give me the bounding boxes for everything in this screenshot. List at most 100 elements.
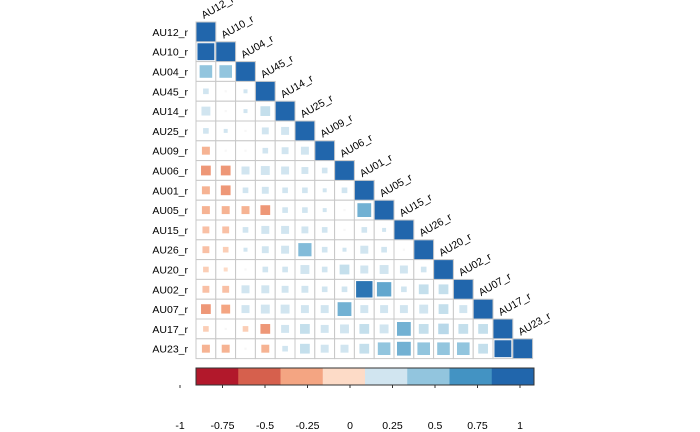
- correlation-square: [356, 281, 373, 298]
- correlation-square: [199, 65, 213, 78]
- correlation-square: [394, 220, 414, 240]
- correlation-square: [202, 285, 210, 293]
- correlation-square: [281, 285, 289, 293]
- correlation-square: [397, 341, 411, 356]
- correlation-square: [201, 344, 210, 353]
- colorbar-segment: [322, 368, 366, 385]
- correlation-square: [315, 141, 335, 161]
- correlation-square: [417, 342, 430, 355]
- correlation-square: [478, 343, 488, 354]
- column-label: AU06_r: [338, 132, 375, 160]
- correlation-square: [459, 305, 468, 314]
- correlation-square: [401, 286, 407, 293]
- row-label: AU05_r: [152, 205, 188, 217]
- correlation-square: [260, 205, 271, 215]
- correlation-square: [322, 188, 327, 193]
- correlation-square: [418, 324, 429, 334]
- row-label: AU23_r: [152, 344, 188, 356]
- correlation-square: [302, 207, 308, 213]
- correlation-square: [223, 128, 228, 133]
- correlation-square: [419, 304, 429, 314]
- correlation-square: [261, 344, 270, 353]
- colorbar-tick-labels: -1 -0.75 -0.5 -0.25 0 0.25 0.5 0.75 1: [175, 385, 523, 432]
- correlation-square: [201, 304, 211, 314]
- correlation-square: [222, 226, 230, 234]
- row-label: AU25_r: [152, 126, 188, 138]
- correlation-square: [343, 209, 346, 212]
- colorbar-tick-label: 0.75: [467, 420, 488, 432]
- correlation-square: [221, 304, 231, 314]
- correlation-square: [321, 266, 328, 273]
- correlation-square: [241, 305, 250, 314]
- column-label: AU10_r: [219, 13, 256, 41]
- correlation-square: [219, 65, 232, 78]
- correlation-square: [223, 267, 228, 272]
- correlation-square: [376, 282, 392, 297]
- correlation-square: [243, 89, 248, 94]
- correlation-square: [222, 285, 230, 293]
- correlation-square: [359, 324, 370, 334]
- correlation-square: [340, 344, 349, 353]
- row-label: AU20_r: [152, 265, 188, 277]
- colorbar-tick-label: 0.5: [428, 420, 443, 432]
- row-label: AU15_r: [152, 225, 188, 237]
- correlation-square: [202, 246, 210, 254]
- correlation-square: [418, 284, 429, 295]
- correlation-square: [203, 326, 209, 332]
- column-label: AU20_r: [437, 231, 474, 259]
- correlation-square: [438, 323, 449, 335]
- correlation-square: [300, 343, 310, 354]
- colorbar-segment: [238, 368, 281, 385]
- column-label: AU09_r: [318, 112, 355, 140]
- correlation-square: [360, 245, 369, 254]
- colorbar-tick-label: 0: [347, 420, 353, 432]
- correlation-square: [261, 246, 269, 254]
- correlation-square: [221, 344, 230, 353]
- correlation-square: [493, 319, 513, 339]
- row-label: AU26_r: [152, 245, 188, 257]
- correlation-square: [343, 228, 346, 231]
- row-label: AU09_r: [152, 146, 188, 158]
- correlation-square: [300, 305, 309, 314]
- correlation-square: [220, 165, 231, 176]
- correlation-square: [260, 304, 270, 314]
- correlation-square: [261, 225, 270, 234]
- correlation-square: [399, 265, 408, 274]
- row-label: AU10_r: [152, 47, 188, 59]
- correlation-square: [321, 246, 328, 253]
- correlation-square: [281, 245, 290, 254]
- correlation-square: [281, 166, 290, 175]
- correlation-square: [261, 285, 270, 294]
- correlation-square: [203, 266, 209, 273]
- correlation-square: [374, 200, 394, 220]
- correlation-square: [261, 127, 269, 135]
- correlation-square: [397, 322, 411, 336]
- colorbar-segment: [449, 368, 493, 385]
- colorbar-tick-label: -0.5: [256, 420, 274, 432]
- column-label: AU26_r: [417, 211, 454, 239]
- correlation-square: [360, 265, 369, 274]
- column-label: AU14_r: [279, 72, 316, 100]
- correlation-square: [301, 285, 309, 293]
- correlation-square: [203, 128, 209, 134]
- correlation-square: [241, 166, 250, 175]
- correlation-square: [261, 186, 269, 194]
- correlation-square: [244, 149, 247, 152]
- row-label: AU01_r: [152, 185, 188, 197]
- column-label: AU02_r: [457, 251, 494, 279]
- correlation-square: [478, 324, 488, 334]
- correlation-square: [473, 299, 493, 319]
- correlation-square: [275, 101, 295, 121]
- row-label: AU06_r: [152, 166, 188, 178]
- correlation-square: [260, 166, 270, 175]
- correlation-square: [458, 324, 469, 334]
- correlation-square: [282, 266, 288, 273]
- correlation-square: [335, 161, 354, 180]
- correlation-square: [255, 81, 275, 101]
- colorbar-segment: [491, 368, 535, 385]
- row-label: AU04_r: [152, 67, 188, 79]
- correlation-square: [320, 344, 329, 353]
- column-label: AU23_r: [516, 310, 553, 338]
- row-label: AU17_r: [152, 324, 188, 336]
